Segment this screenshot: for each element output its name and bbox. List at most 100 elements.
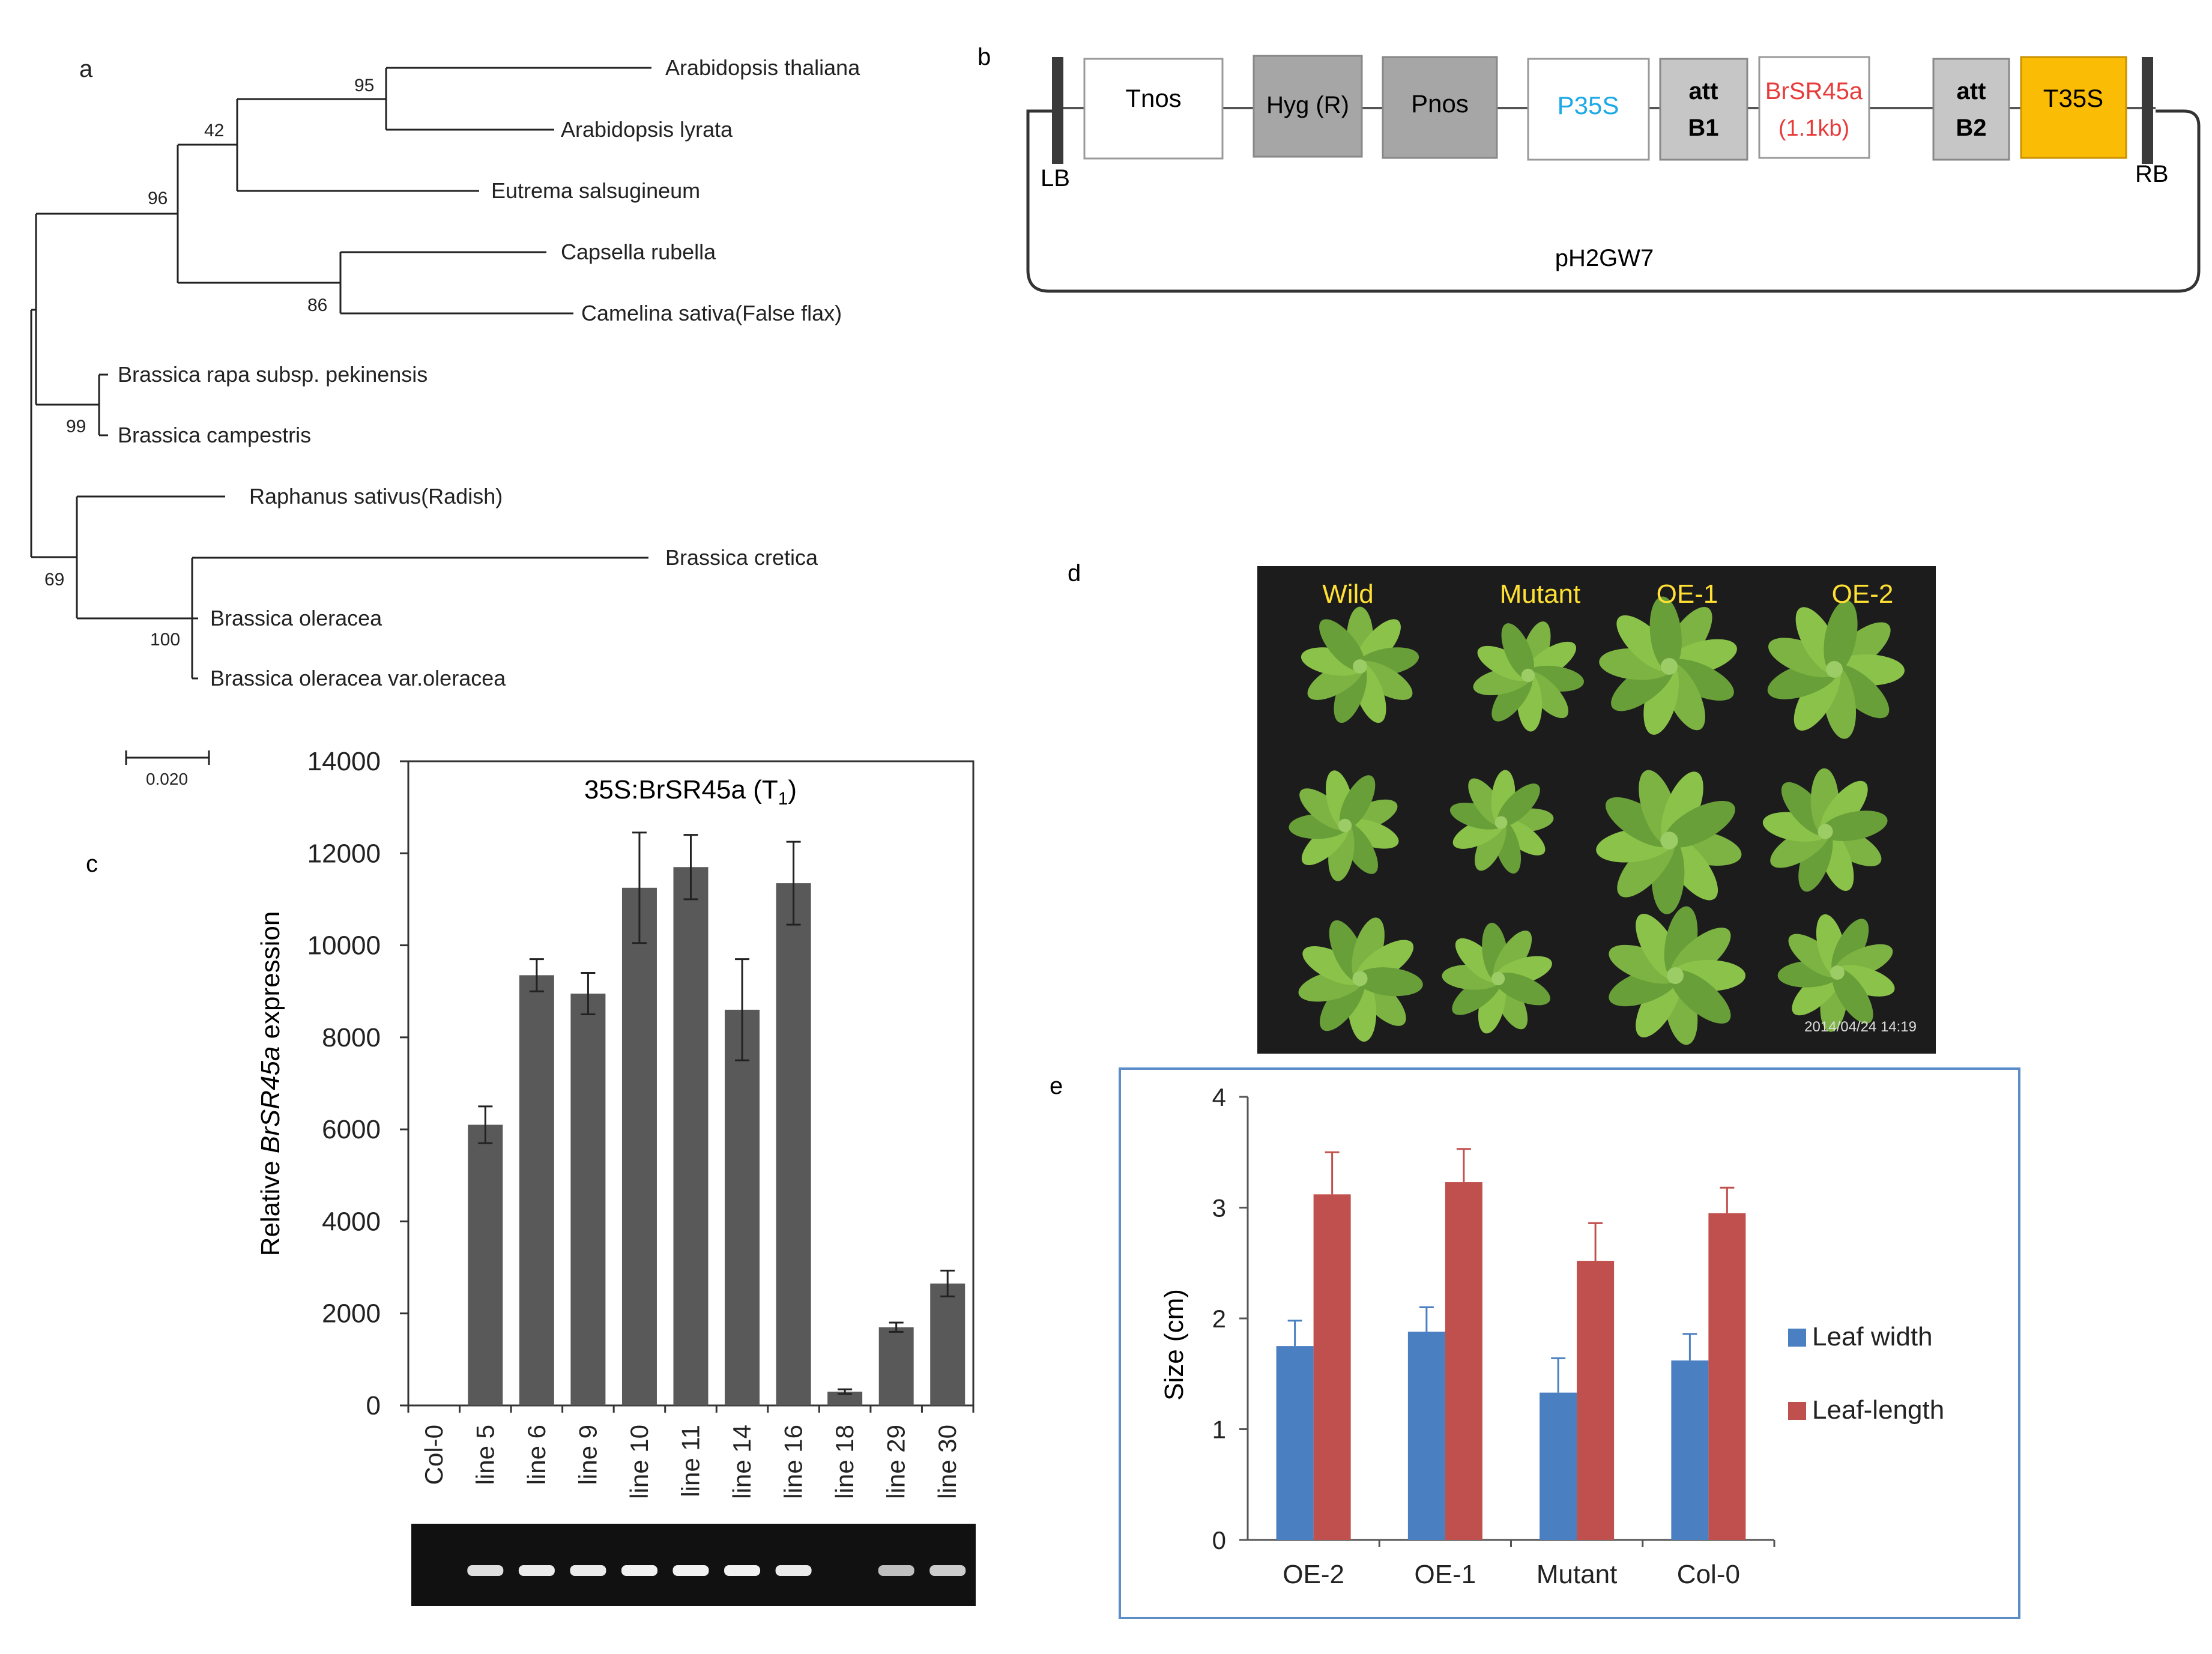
bar: [1445, 1182, 1482, 1540]
gel-bands: [467, 1565, 966, 1576]
attb2-label-top: att: [1957, 78, 1986, 104]
rosette-center: [1830, 965, 1845, 980]
bar: [621, 887, 657, 1405]
rosette-center: [1353, 659, 1367, 674]
bar: [673, 867, 709, 1405]
leaf: [1649, 596, 1682, 671]
y-tick-label: 0: [366, 1391, 381, 1420]
bar: [519, 975, 554, 1405]
tree-branches: [30, 67, 651, 680]
t35s-label: T35S: [2043, 84, 2103, 112]
y-tick-label: 4000: [322, 1207, 381, 1236]
plasmid-backbone: [1026, 109, 2201, 293]
taxon-label: Eutrema salsugineum: [491, 178, 700, 203]
plant-rosette: [1301, 606, 1419, 723]
genotype-label-oe2: OE-2: [1832, 579, 1894, 609]
panel-c-letter: c: [86, 851, 98, 877]
right-border-label: RB: [2135, 161, 2169, 187]
plant-rosette: [1609, 906, 1745, 1045]
x-tick-label: line 18: [830, 1425, 859, 1499]
rosette-center: [1494, 816, 1508, 829]
bar: [1276, 1346, 1314, 1540]
x-tick-label: line 14: [728, 1425, 756, 1499]
y-tick-label: 8000: [322, 1023, 381, 1052]
bootstrap-value: 100: [150, 630, 180, 650]
vector-name: pH2GW7: [1555, 245, 1654, 271]
plant-rosettes: [1289, 596, 1905, 1045]
bar: [878, 1327, 914, 1405]
genotype-label-mutant: Mutant: [1500, 579, 1581, 609]
attb2-label-bottom: B2: [1956, 115, 1986, 141]
y-tick-label: 4: [1212, 1083, 1226, 1111]
legend: Leaf width Leaf-length: [1788, 1322, 1944, 1425]
plant-rosette: [1596, 770, 1742, 914]
bootstrap-value: 99: [66, 417, 86, 436]
plant-rosette: [1449, 770, 1554, 874]
bootstrap-value: 42: [204, 121, 224, 140]
rosette-center: [1661, 658, 1678, 675]
plant-rosette: [1473, 621, 1584, 732]
bar: [1577, 1261, 1615, 1540]
panel-a-letter: a: [79, 56, 93, 82]
taxon-label: Arabidopsis thaliana: [665, 55, 860, 80]
x-tick-labels: OE-2 OE-1 Mutant Col-0: [1283, 1540, 1775, 1589]
plant-rosette: [1298, 917, 1423, 1042]
leaf: [1664, 800, 1735, 848]
y-tick-label: 14000: [307, 747, 381, 776]
y-tick-label: 10000: [307, 931, 381, 961]
y-axis-label: Size (cm): [1159, 1289, 1189, 1401]
rosette-center: [1667, 967, 1684, 984]
y-tick-label: 2000: [322, 1299, 381, 1329]
gel-image: [411, 1524, 976, 1606]
legend-label: Leaf width: [1812, 1322, 1933, 1351]
p35s-block: [1527, 58, 1650, 161]
gel-band: [878, 1565, 914, 1576]
attb2-block: [1932, 58, 2010, 161]
rosette-center: [1521, 668, 1535, 683]
attb1-block: [1659, 58, 1748, 161]
taxon-label: Brassica oleracea: [210, 606, 382, 630]
bar: [725, 1009, 760, 1405]
x-tick-label: line 11: [677, 1425, 705, 1497]
panel-d-photo: d Wild Mutant OE-1 OE-2 2014/04/24 14:19: [1068, 560, 1936, 1054]
x-tick-label: Col-0: [420, 1425, 448, 1485]
plant-rosette: [1289, 770, 1399, 881]
taxon-label: Brassica campestris: [118, 423, 311, 447]
bootstrap-value: 69: [44, 570, 64, 590]
legend-label: Leaf-length: [1812, 1395, 1944, 1425]
bar: [1540, 1392, 1577, 1540]
y-tick-label: 6000: [322, 1115, 381, 1144]
leaf: [1497, 783, 1540, 827]
taxon-label: Brassica oleracea var.oleracea: [210, 666, 506, 690]
panel-a-tree: a: [30, 55, 860, 788]
bar: [930, 1283, 965, 1405]
bars: [468, 832, 965, 1405]
hyg-label: Hyg (R): [1266, 92, 1349, 118]
leaf: [1821, 810, 1888, 841]
taxon-label: Brassica rapa subsp. pekinensis: [118, 362, 428, 387]
panel-e-letter: e: [1050, 1073, 1063, 1099]
left-border-label: LB: [1041, 165, 1070, 192]
bar: [1407, 1332, 1445, 1540]
gel-band: [672, 1565, 709, 1576]
leaf: [1494, 972, 1550, 1006]
t35s-block: [2020, 56, 2127, 159]
rosette-center: [1338, 818, 1352, 833]
x-tick-labels: Col-0 line 5 line 6 line 9 line 10 line 11 lin…: [407, 1405, 975, 1499]
scale-bar: 0.020: [125, 750, 210, 788]
bar: [1708, 1213, 1746, 1540]
x-tick-label: line 29: [882, 1425, 910, 1499]
y-tick-label: 3: [1212, 1194, 1226, 1222]
rosette-center: [1352, 971, 1368, 986]
gel-band: [621, 1565, 657, 1576]
bootstrap-value: 96: [148, 189, 168, 208]
leaf: [1340, 775, 1376, 830]
rosette-center: [1491, 971, 1505, 986]
gel-band: [724, 1565, 761, 1576]
right-border-bar: [2142, 57, 2153, 164]
plant-rosette: [1767, 600, 1905, 739]
taxon-label: Brassica cretica: [665, 545, 818, 570]
x-tick-label: Mutant: [1537, 1560, 1618, 1589]
leaf: [1501, 623, 1535, 679]
